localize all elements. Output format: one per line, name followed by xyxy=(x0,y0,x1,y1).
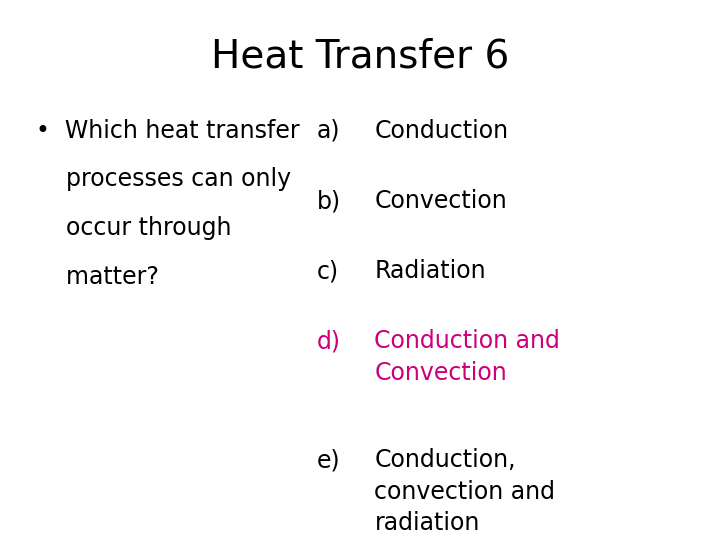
Text: c): c) xyxy=(317,259,339,283)
Text: •  Which heat transfer: • Which heat transfer xyxy=(36,119,300,143)
Text: Conduction,
convection and
radiation: Conduction, convection and radiation xyxy=(374,448,555,535)
Text: matter?: matter? xyxy=(36,265,159,288)
Text: processes can only: processes can only xyxy=(36,167,291,191)
Text: a): a) xyxy=(317,119,341,143)
Text: Conduction: Conduction xyxy=(374,119,508,143)
Text: Radiation: Radiation xyxy=(374,259,486,283)
Text: e): e) xyxy=(317,448,341,472)
Text: b): b) xyxy=(317,189,341,213)
Text: Heat Transfer 6: Heat Transfer 6 xyxy=(211,38,509,76)
Text: occur through: occur through xyxy=(36,216,232,240)
Text: Convection: Convection xyxy=(374,189,507,213)
Text: d): d) xyxy=(317,329,341,353)
Text: Conduction and
Convection: Conduction and Convection xyxy=(374,329,560,385)
